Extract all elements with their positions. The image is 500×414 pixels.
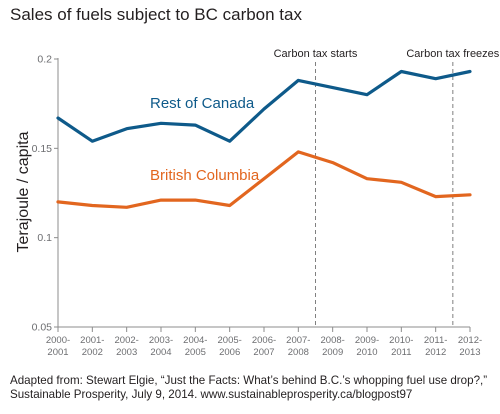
source-line-1: Adapted from: Stewart Elgie, “Just the F… xyxy=(10,374,488,387)
x-tick-label: 2009-2010 xyxy=(355,335,379,358)
x-tick-label: 2008-2009 xyxy=(321,335,345,358)
series-label: British Columbia xyxy=(150,167,260,184)
y-tick-label: 0.1 xyxy=(37,232,52,244)
source-line-2: Sustainable Prosperity, July 9, 2014. ww… xyxy=(10,388,413,401)
x-tick-label: 2002-2003 xyxy=(115,335,139,358)
series-line xyxy=(56,69,472,143)
y-tick-label: 0.05 xyxy=(32,322,53,334)
annotation-label: Carbon tax freezes xyxy=(406,48,499,60)
chart-title: Sales of fuels subject to BC carbon tax xyxy=(10,5,302,24)
x-tick-label: 2007-2008 xyxy=(286,335,310,358)
y-tick-label: 0.15 xyxy=(32,143,53,155)
x-tick-label: 2006-2007 xyxy=(252,335,276,358)
x-tick-label: 2010-2011 xyxy=(389,335,413,358)
x-tick-label: 2001-2002 xyxy=(80,335,104,358)
x-tick-label: 2012-2013 xyxy=(458,335,482,358)
source-note: Adapted from: Stewart Elgie, “Just the F… xyxy=(10,374,487,402)
x-tick-label: 2003-2004 xyxy=(149,335,173,358)
annotations: Carbon tax starts Carbon tax freezes xyxy=(274,48,500,327)
series-label: Rest of Canada xyxy=(150,95,255,112)
x-tick-label: 2011-2012 xyxy=(424,335,448,358)
x-tick-label: 2005-2006 xyxy=(218,335,242,358)
labels: Rest of Canada British Columbia xyxy=(150,95,260,184)
series-line xyxy=(56,150,472,209)
series-lines xyxy=(56,69,472,209)
y-tick-label: 0.2 xyxy=(37,54,52,66)
x-tick-label: 2000-2001 xyxy=(46,335,70,358)
x-tick-label: 2004-2005 xyxy=(183,335,207,358)
annotation-label: Carbon tax starts xyxy=(274,48,358,60)
